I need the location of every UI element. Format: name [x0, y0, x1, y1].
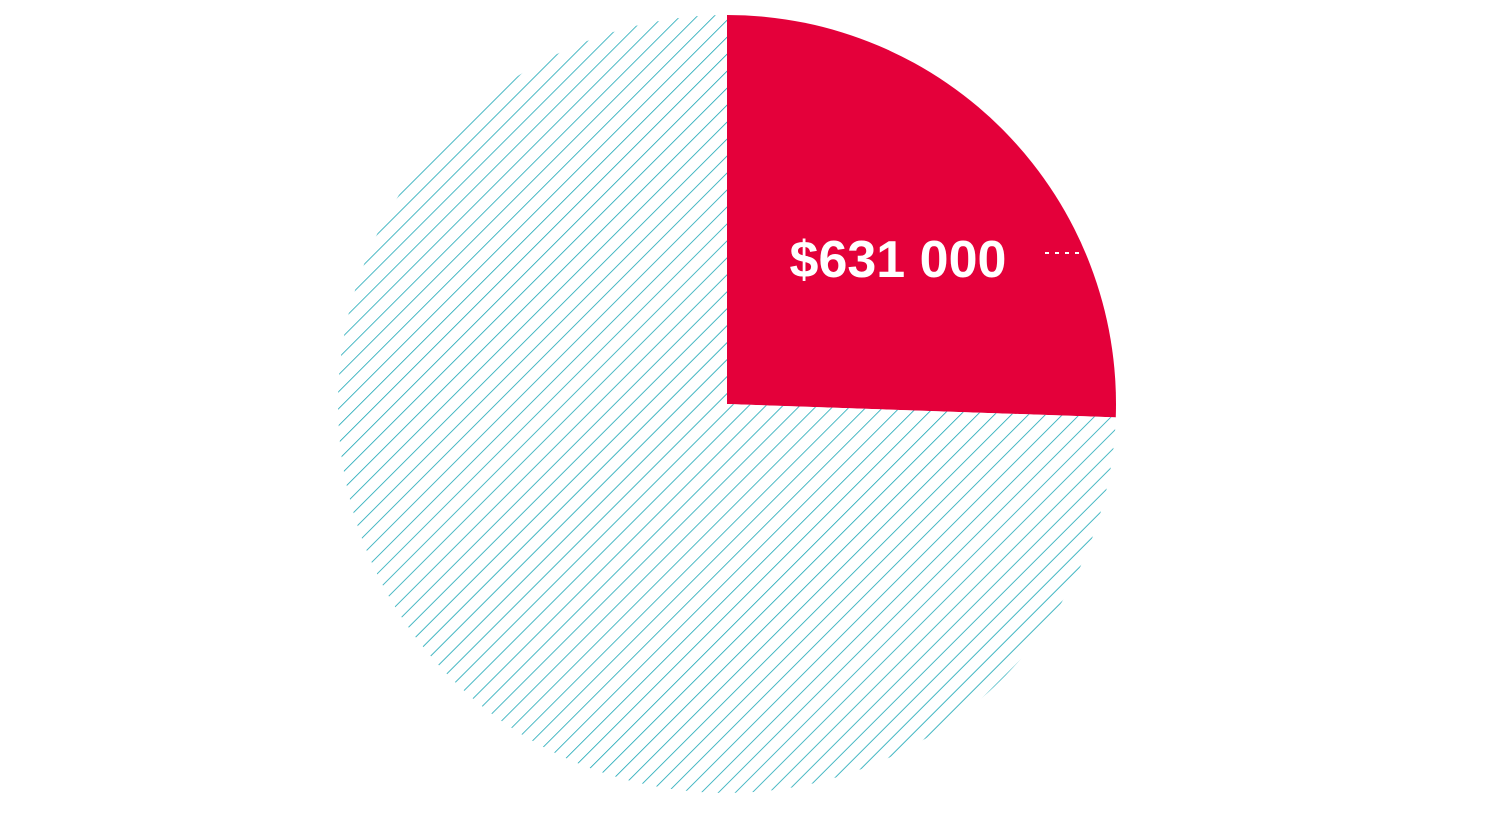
pie-labels: $631 000 — [790, 231, 1080, 289]
pie-slice-1 — [338, 15, 1116, 793]
pie-slices — [338, 15, 1116, 793]
pie-slice-0 — [727, 15, 1116, 418]
slice-label-red: $631 000 — [790, 231, 1007, 289]
